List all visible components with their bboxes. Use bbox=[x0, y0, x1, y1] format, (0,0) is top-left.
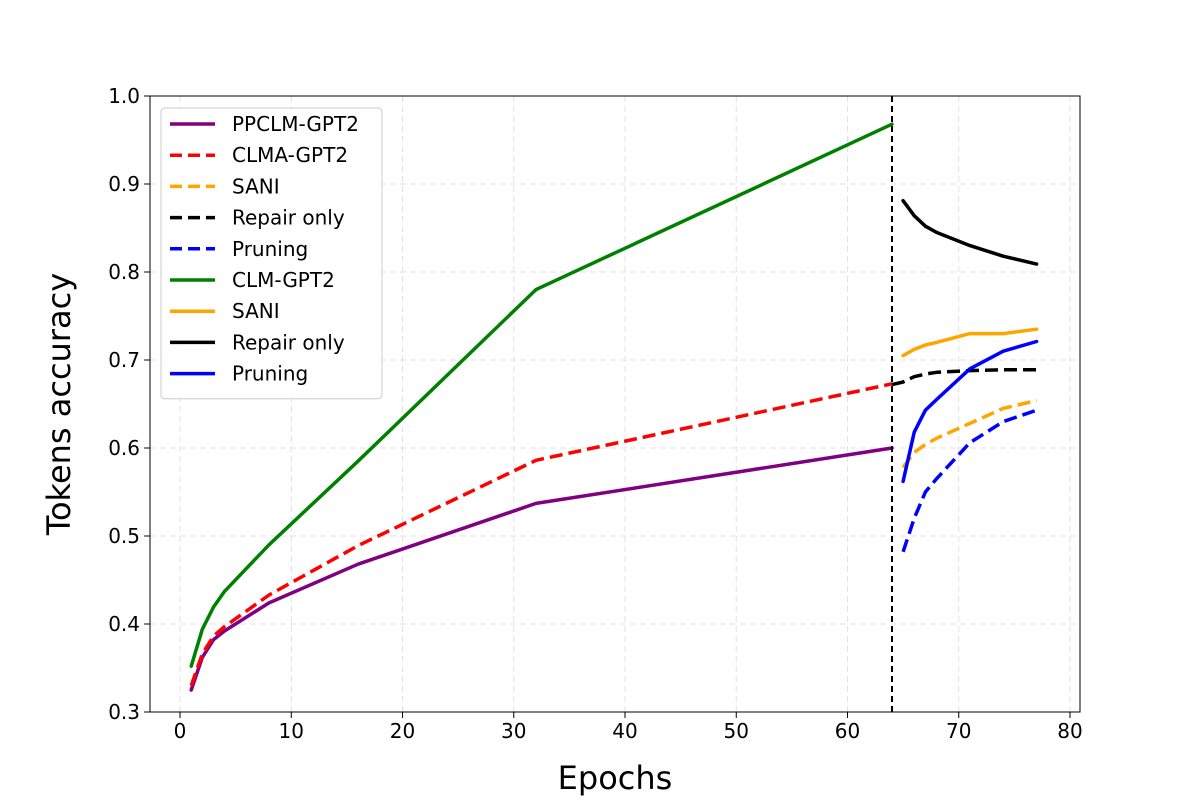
x-tick-label: 60 bbox=[835, 719, 860, 743]
series-line-9 bbox=[901, 339, 1039, 484]
y-tick-label: 0.3 bbox=[108, 700, 140, 724]
x-axis-title: Epochs bbox=[558, 759, 673, 797]
legend-label-1: PPCLM-GPT2 bbox=[232, 112, 359, 136]
y-tick-label: 0.6 bbox=[108, 436, 140, 460]
legend-label-4: Repair only bbox=[232, 206, 345, 230]
series-line-7 bbox=[901, 327, 1039, 358]
legend-label-7: SANI bbox=[232, 299, 280, 323]
series-line-1 bbox=[189, 446, 894, 692]
y-tick-label: 0.8 bbox=[108, 260, 140, 284]
legend: PPCLM-GPT2 CLMA-GPT2 SANI Repair only Prunin… bbox=[160, 107, 383, 400]
y-tick-label: 1.0 bbox=[108, 84, 140, 108]
series-line-3 bbox=[901, 398, 1038, 469]
plot-lines bbox=[189, 96, 1039, 712]
y-tick-label: 0.9 bbox=[108, 172, 140, 196]
y-tick-label: 0.4 bbox=[108, 612, 140, 636]
series-line-4 bbox=[891, 367, 1037, 387]
legend-label-2: CLMA-GPT2 bbox=[232, 143, 348, 167]
x-tick-label: 50 bbox=[724, 719, 749, 743]
legend-label-3: SANI bbox=[232, 174, 280, 198]
series-line-5 bbox=[901, 408, 1038, 553]
series-line-8 bbox=[901, 198, 1039, 266]
y-tick-label: 0.5 bbox=[108, 524, 140, 548]
legend-label-9: Pruning bbox=[232, 362, 308, 386]
x-tick-label: 80 bbox=[1057, 719, 1082, 743]
x-tick-label: 20 bbox=[390, 719, 415, 743]
axis-ticks: 0 10 20 30 40 50 60 70 80 0.3 0.4 0.5 0.6 0.7 0.8 0.9 1.… bbox=[108, 84, 1083, 743]
y-tick-label: 0.7 bbox=[108, 348, 140, 372]
x-tick-label: 0 bbox=[174, 719, 187, 743]
x-tick-label: 30 bbox=[501, 719, 526, 743]
legend-label-5: Pruning bbox=[232, 237, 308, 261]
x-tick-label: 70 bbox=[946, 719, 971, 743]
legend-box bbox=[160, 107, 383, 400]
legend-label-6: CLM-GPT2 bbox=[232, 268, 335, 292]
y-axis-title: Tokens accuracy bbox=[40, 273, 78, 536]
series-line-2 bbox=[189, 382, 893, 687]
x-tick-label: 40 bbox=[612, 719, 637, 743]
x-tick-label: 10 bbox=[279, 719, 304, 743]
plot-frame bbox=[149, 95, 1081, 713]
legend-label-8: Repair only bbox=[232, 330, 345, 354]
series-line-6 bbox=[189, 122, 894, 668]
